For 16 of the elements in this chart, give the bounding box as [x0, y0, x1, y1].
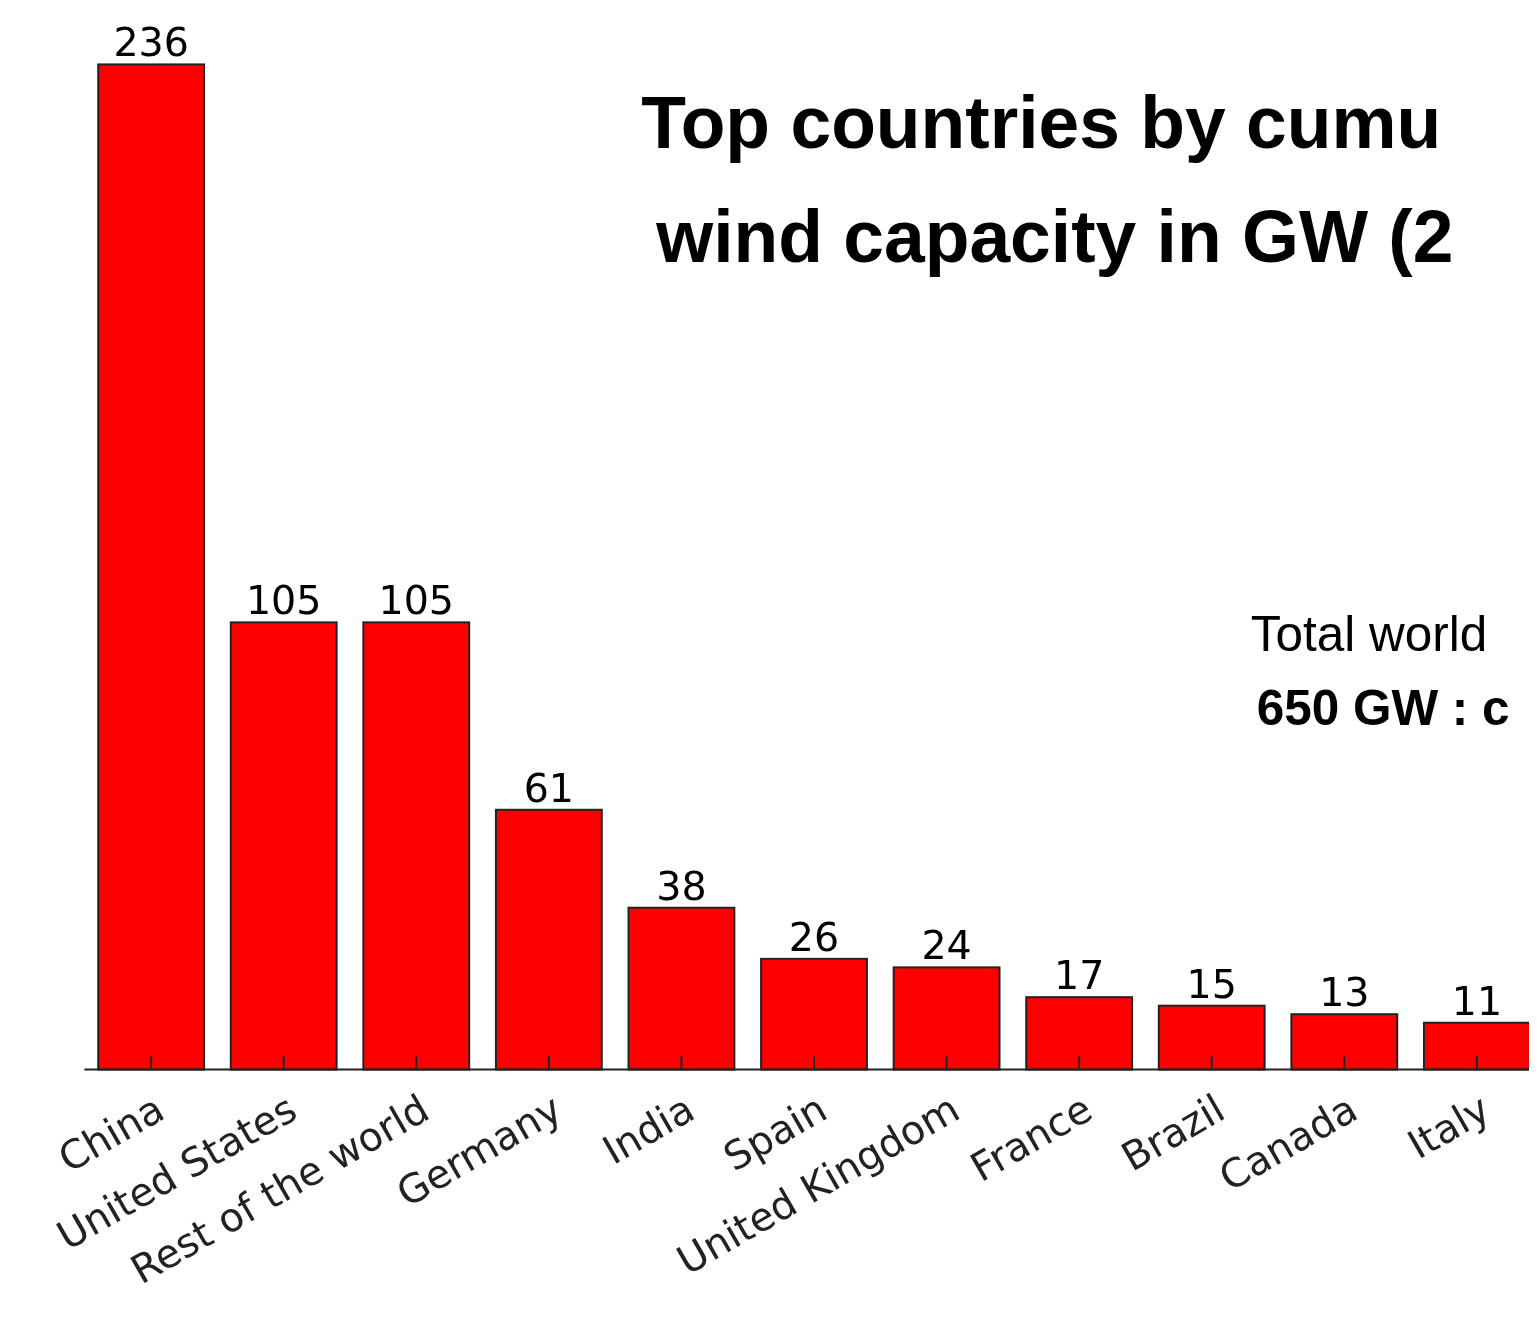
data-label: 26: [788, 913, 840, 960]
data-label: 38: [656, 862, 707, 909]
data-label: 11: [1451, 977, 1503, 1024]
data-label: 236: [113, 19, 189, 66]
text: Top countries by cumu wind capacity in GW (2: [641, 82, 1454, 279]
x-tick-label: India: [594, 1085, 702, 1174]
data-label: 13: [1319, 969, 1370, 1016]
data-label: 17: [1053, 952, 1105, 999]
data-label: 105: [245, 577, 322, 624]
x-tick-label: Italy: [1399, 1085, 1498, 1168]
annotation: 650 GW : c: [1256, 680, 1510, 736]
data-label: 61: [523, 764, 575, 811]
data-label: 24: [921, 922, 972, 969]
data-label: 15: [1186, 960, 1237, 1007]
annotation: Total world: [1250, 606, 1488, 662]
data-label: 105: [378, 577, 455, 624]
